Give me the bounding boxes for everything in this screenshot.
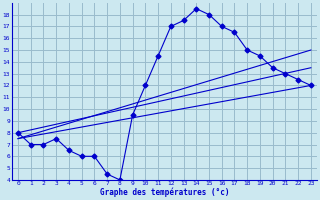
X-axis label: Graphe des températures (°c): Graphe des températures (°c) bbox=[100, 188, 229, 197]
